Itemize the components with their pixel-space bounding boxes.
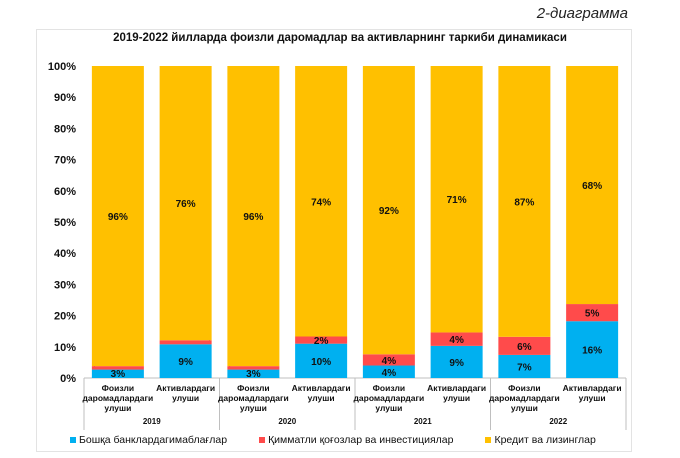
group-label: 2021 xyxy=(414,417,432,426)
bar-segment xyxy=(91,369,144,378)
group-label: 2022 xyxy=(549,417,567,426)
legend-label: Қимматли қоғозлар ва инвестициялар xyxy=(268,434,454,446)
y-tick-label: 100% xyxy=(48,61,76,73)
data-label: 76% xyxy=(176,199,196,210)
category-label: улуши xyxy=(104,403,131,413)
bar-segment xyxy=(362,365,415,378)
category-label: даромадлардаги xyxy=(354,393,425,403)
legend-swatch xyxy=(485,437,492,443)
category-label: Активлардаги xyxy=(563,383,622,393)
bar-segment xyxy=(91,366,144,370)
category-label: Фоизли xyxy=(102,383,134,393)
category-label: Фоизли xyxy=(373,383,405,393)
legend: Бошқа банклардагимаблағлар Қимматли қоғоз… xyxy=(70,434,596,446)
category-label: Активлардаги xyxy=(427,383,486,393)
bar-segment xyxy=(227,366,280,370)
bar-segment xyxy=(159,340,212,345)
bar-segment xyxy=(566,304,619,322)
legend-swatch xyxy=(259,437,266,443)
bar-segment xyxy=(295,336,348,344)
y-tick-label: 0% xyxy=(60,373,76,385)
data-label: 16% xyxy=(582,346,602,357)
data-label: 87% xyxy=(514,197,534,208)
data-label: 4% xyxy=(382,356,397,367)
data-label: 10% xyxy=(311,357,331,368)
data-label: 2% xyxy=(314,336,329,347)
y-tick-label: 10% xyxy=(54,342,76,354)
category-label: улуши xyxy=(443,393,470,403)
data-label: 68% xyxy=(582,181,602,192)
data-label: 96% xyxy=(108,212,128,223)
bar-segment xyxy=(227,66,280,367)
data-label: 3% xyxy=(246,369,261,380)
data-label: 9% xyxy=(449,358,464,369)
chart-title: 2019-2022 йилларда фоизли даромадлар ва … xyxy=(113,32,567,44)
y-tick-label: 60% xyxy=(54,186,76,198)
bar-segment xyxy=(91,66,144,367)
data-label: 4% xyxy=(449,335,464,346)
bar-segment xyxy=(227,369,280,378)
legend-label: Кредит ва лизинглар xyxy=(494,434,596,446)
category-label: улуши xyxy=(579,393,606,403)
data-label: 71% xyxy=(447,195,467,206)
category-label: улуши xyxy=(511,403,538,413)
bar-segment xyxy=(362,66,415,355)
bar-segment xyxy=(498,66,551,337)
category-label: Активлардаги xyxy=(292,383,351,393)
category-label: улуши xyxy=(172,393,199,403)
y-tick-label: 20% xyxy=(54,311,76,323)
category-label: Фоизли xyxy=(508,383,540,393)
chart-frame xyxy=(36,29,632,452)
legend-label: Бошқа банклардагимаблағлар xyxy=(79,434,228,446)
group-label: 2019 xyxy=(143,417,161,426)
y-tick-label: 70% xyxy=(54,155,76,167)
bar-segment xyxy=(295,66,348,337)
category-label: улуши xyxy=(375,403,402,413)
category-label: даромадлардаги xyxy=(83,393,154,403)
data-label: 4% xyxy=(382,368,397,379)
bar-segment xyxy=(430,332,483,346)
data-label: 6% xyxy=(517,342,532,353)
data-label: 92% xyxy=(379,206,399,217)
legend-item: Бошқа банклардагимаблағлар xyxy=(70,434,227,446)
data-label: 5% xyxy=(585,309,600,320)
bar-segment xyxy=(159,66,212,341)
group-label: 2020 xyxy=(278,417,296,426)
legend-item: Кредит ва лизинглар xyxy=(485,434,596,446)
bar-segment xyxy=(566,321,619,378)
category-label: даромадлардаги xyxy=(489,393,560,403)
y-tick-label: 90% xyxy=(54,92,76,104)
y-tick-label: 30% xyxy=(54,279,76,291)
y-tick-label: 40% xyxy=(54,248,76,260)
category-label: Активлардаги xyxy=(156,383,215,393)
bar-segment xyxy=(295,343,348,378)
bar-segment xyxy=(566,66,619,305)
legend-swatch xyxy=(70,437,76,443)
category-label: улуши xyxy=(240,403,267,413)
data-label: 9% xyxy=(178,357,193,368)
data-label: 7% xyxy=(517,362,532,373)
bar-segment xyxy=(362,354,415,366)
y-tick-label: 50% xyxy=(54,217,76,229)
bar-segment xyxy=(430,345,483,378)
category-label: улуши xyxy=(308,393,335,403)
bar-segment xyxy=(159,344,212,378)
data-label: 96% xyxy=(243,212,263,223)
y-tick-label: 80% xyxy=(54,123,76,135)
data-label: 74% xyxy=(311,197,331,208)
category-label: Фоизли xyxy=(237,383,269,393)
legend-item: Қимматли қоғозлар ва инвестициялар xyxy=(259,434,453,446)
category-label: даромадлардаги xyxy=(218,393,289,403)
bar-segment xyxy=(430,66,483,333)
diagram-caption: 2-диаграмма xyxy=(536,5,628,22)
data-label: 3% xyxy=(111,369,126,380)
bar-segment xyxy=(498,336,551,355)
bar-segment xyxy=(498,354,551,378)
